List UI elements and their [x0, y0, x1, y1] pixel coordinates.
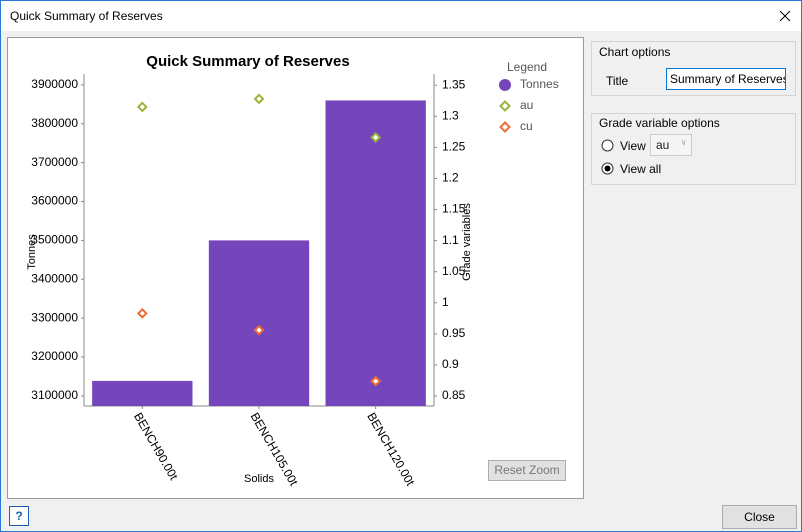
y-tick-label: 3200000	[31, 349, 78, 363]
chart-panel: Quick Summary of Reserves Solids Tonnes …	[7, 37, 584, 499]
chart-title: Quick Summary of Reserves	[146, 53, 349, 70]
close-button[interactable]: Close	[722, 505, 797, 529]
y2-tick-label: 1	[442, 295, 449, 309]
y2-tick-label: 1.05	[442, 264, 466, 278]
point	[253, 324, 265, 336]
title-input[interactable]: Summary of Reserves	[666, 68, 786, 90]
point	[370, 132, 382, 143]
y2-axis-title: Grade variables	[461, 203, 473, 281]
bar	[92, 380, 193, 406]
group-heading: Grade variable options	[599, 116, 720, 130]
chart-options-group: Chart options Title Summary of Reserves	[591, 41, 796, 96]
y-tick-label: 3800000	[31, 116, 78, 130]
close-icon[interactable]	[778, 9, 792, 23]
y-tick-label: 3300000	[31, 310, 78, 324]
y-tick-label: 3100000	[31, 388, 78, 402]
grade-options-group: Grade variable options View au ∨ View all	[591, 113, 796, 185]
y2-tick-label: 1.1	[442, 233, 459, 247]
legend-marker	[499, 100, 511, 112]
y2-tick-label: 1.2	[442, 171, 459, 185]
help-button[interactable]: ?	[9, 506, 29, 526]
group-heading: Chart options	[599, 45, 671, 59]
view-combo[interactable]: au ∨	[650, 134, 692, 156]
y2-tick-label: 1.3	[442, 108, 459, 122]
y-tick-label: 3900000	[31, 77, 78, 91]
legend-label: Tonnes	[520, 77, 559, 91]
y-tick-label: 3400000	[31, 271, 78, 285]
title-label: Title	[606, 74, 629, 88]
y2-tick-label: 0.9	[442, 357, 459, 371]
bar	[325, 100, 426, 406]
view-all-label[interactable]: View all	[620, 162, 662, 176]
legend-title: Legend	[507, 60, 547, 74]
legend-label: au	[520, 98, 533, 112]
reset-zoom-button[interactable]: Reset Zoom	[488, 460, 566, 481]
x-tick-label: BENCH90.00t	[131, 410, 181, 483]
radio-view[interactable]	[601, 139, 614, 152]
point	[136, 101, 148, 113]
title-bar: Quick Summary of Reserves	[1, 1, 801, 31]
window-title: Quick Summary of Reserves	[10, 9, 163, 23]
point	[370, 375, 382, 387]
y2-tick-label: 0.85	[442, 388, 466, 402]
point	[253, 93, 265, 105]
x-tick-label: BENCH120.00t	[364, 410, 417, 489]
y-tick-label: 3500000	[31, 233, 78, 247]
y2-tick-label: 1.35	[442, 77, 466, 91]
radio-view-all[interactable]	[601, 162, 614, 175]
point	[136, 307, 148, 319]
legend-label: cu	[520, 119, 533, 133]
y-tick-label: 3600000	[31, 194, 78, 208]
combo-value: au	[656, 138, 670, 152]
legend-marker	[499, 79, 511, 91]
bar	[208, 240, 310, 406]
y-tick-label: 3700000	[31, 155, 78, 169]
y2-tick-label: 1.25	[442, 140, 466, 154]
view-label[interactable]: View	[620, 139, 646, 153]
legend-marker	[499, 121, 511, 133]
chart: Quick Summary of Reserves Solids Tonnes …	[26, 53, 559, 489]
y2-tick-label: 0.95	[442, 326, 466, 340]
x-axis-title: Solids	[244, 473, 274, 485]
y2-tick-label: 1.15	[442, 202, 466, 216]
y-axis-title: Tonnes	[26, 234, 38, 270]
